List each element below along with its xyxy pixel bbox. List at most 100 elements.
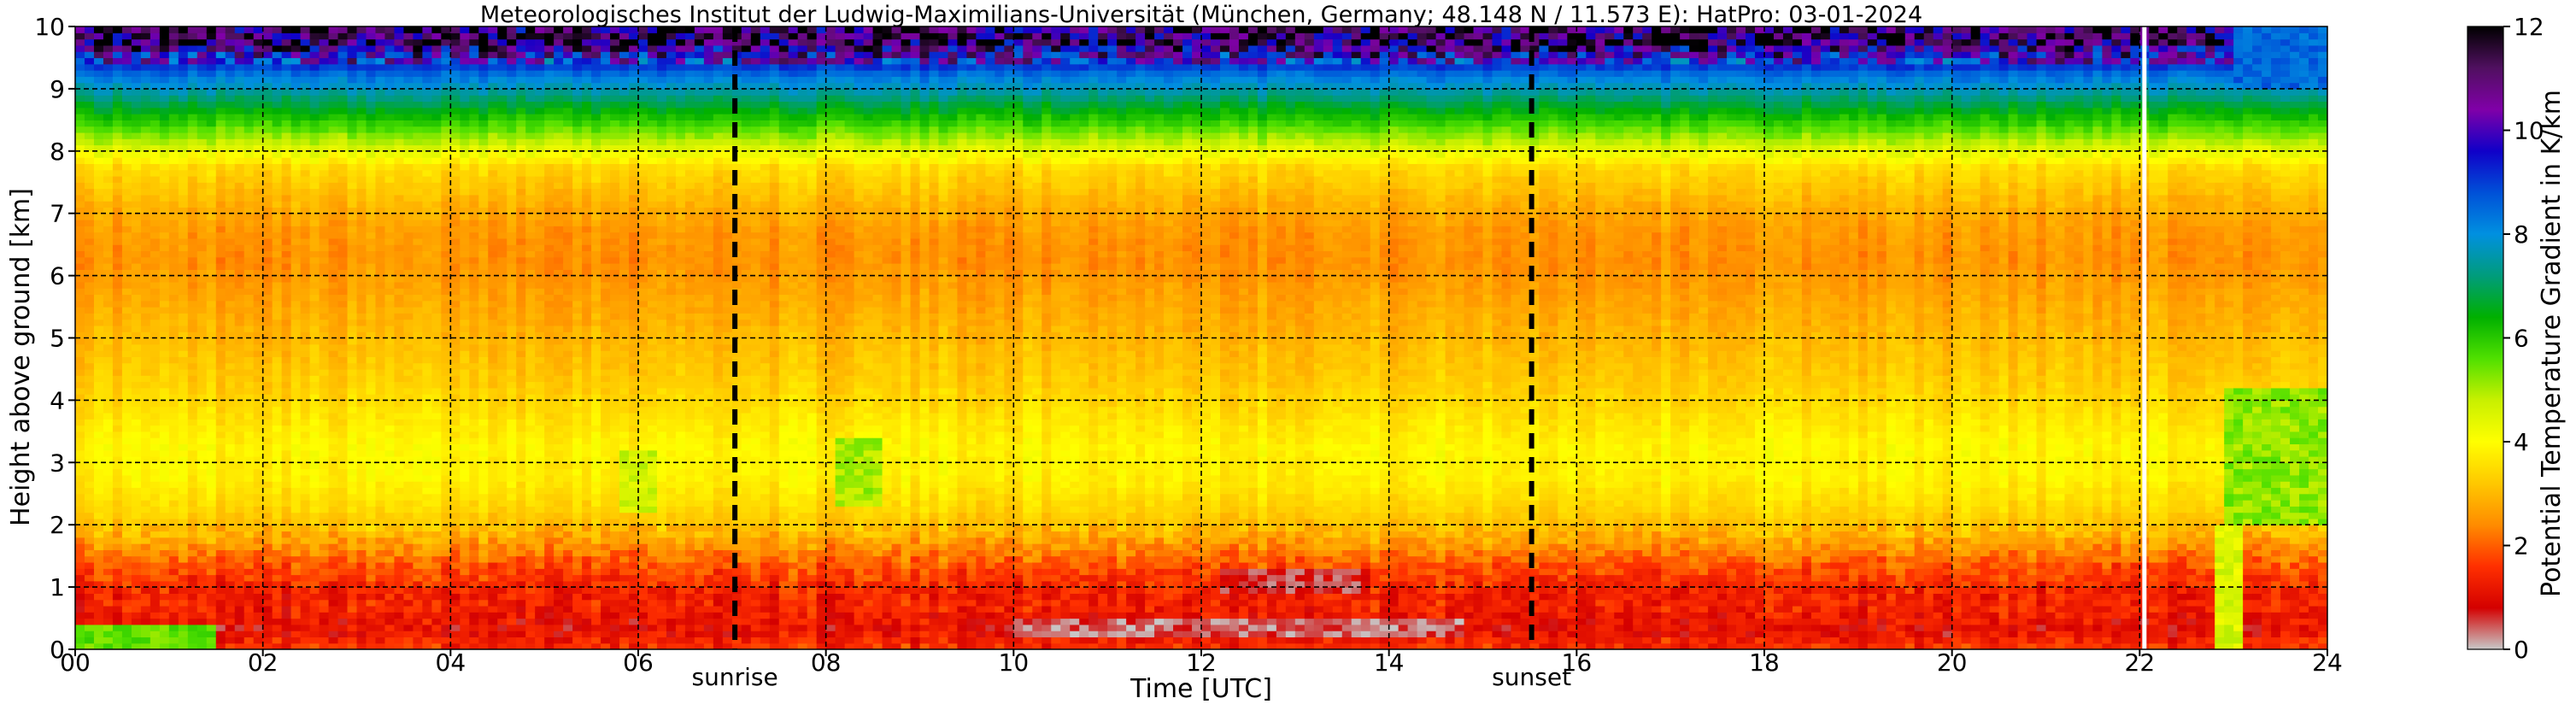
heatmap-cell <box>253 481 264 489</box>
heatmap-cell <box>168 462 179 470</box>
heatmap-cell <box>272 350 283 357</box>
heatmap-cell <box>187 188 198 196</box>
heatmap-cell <box>206 419 217 426</box>
heatmap-cell <box>337 150 349 158</box>
heatmap-cell <box>309 101 320 109</box>
heatmap-cell <box>460 481 470 489</box>
heatmap-cell <box>272 319 283 326</box>
heatmap-cell <box>535 419 545 426</box>
heatmap-cell <box>93 294 104 302</box>
heatmap-cell <box>394 456 405 463</box>
heatmap-cell <box>215 70 226 77</box>
heatmap-cell <box>431 593 442 601</box>
heatmap-cell <box>356 101 367 109</box>
heatmap-cell <box>75 307 85 314</box>
heatmap-cell <box>516 574 526 582</box>
heatmap-cell <box>525 275 536 283</box>
heatmap-cell <box>140 487 151 495</box>
heatmap-cell <box>272 525 283 532</box>
heatmap-cell <box>168 132 179 139</box>
heatmap-cell <box>450 313 461 320</box>
heatmap-cell <box>460 163 470 171</box>
heatmap-cell <box>356 555 367 563</box>
heatmap-cell <box>460 244 470 252</box>
heatmap-cell <box>168 500 179 507</box>
heatmap-cell <box>187 244 198 252</box>
heatmap-cell <box>178 568 189 576</box>
heatmap-cell <box>422 331 432 339</box>
heatmap-cell <box>497 568 508 576</box>
heatmap-cell <box>525 368 536 376</box>
heatmap-cell <box>103 456 114 463</box>
heatmap-cell <box>337 319 349 326</box>
heatmap-cell <box>262 637 273 644</box>
heatmap-cell <box>290 624 302 631</box>
heatmap-cell <box>178 325 189 332</box>
heatmap-cell <box>253 593 264 601</box>
heatmap-cell <box>403 419 414 426</box>
heatmap-cell <box>197 188 208 196</box>
heatmap-cell <box>488 574 498 582</box>
heatmap-cell <box>356 574 367 582</box>
heatmap-cell <box>403 101 414 109</box>
heatmap-cell <box>150 605 161 613</box>
heatmap-cell <box>84 631 95 638</box>
heatmap-cell <box>375 549 386 557</box>
heatmap-cell <box>225 51 236 59</box>
heatmap-cell <box>197 26 208 33</box>
heatmap-cell <box>525 26 536 33</box>
heatmap-cell <box>290 307 302 314</box>
heatmap-cell <box>488 456 498 463</box>
heatmap-cell <box>328 275 339 283</box>
heatmap-cell <box>431 518 442 525</box>
heatmap-cell <box>84 138 95 146</box>
heatmap-cell <box>375 232 386 239</box>
heatmap-cell <box>140 456 151 463</box>
heatmap-cell <box>206 612 217 619</box>
heatmap-cell <box>309 95 320 103</box>
heatmap-cell <box>159 587 170 594</box>
heatmap-cell <box>337 624 349 631</box>
heatmap-cell <box>497 207 508 214</box>
heatmap-cell <box>516 599 526 607</box>
heatmap-cell <box>469 468 479 476</box>
heatmap-cell <box>535 561 545 569</box>
heatmap-cell <box>516 525 526 532</box>
heatmap-cell <box>507 549 517 557</box>
heatmap-cell <box>93 269 104 277</box>
heatmap-cell <box>150 70 161 77</box>
heatmap-cell <box>422 500 432 507</box>
heatmap-cell <box>516 343 526 351</box>
heatmap-cell <box>507 642 517 649</box>
heatmap-cell <box>441 250 451 258</box>
heatmap-cell <box>272 612 283 619</box>
heatmap-cell <box>150 201 161 208</box>
heatmap-cell <box>281 182 292 190</box>
heatmap-cell <box>253 512 264 519</box>
heatmap-cell <box>394 256 405 264</box>
heatmap-cell <box>356 568 367 576</box>
heatmap-cell <box>535 319 545 326</box>
heatmap-cell <box>403 70 414 77</box>
heatmap-cell <box>403 462 414 470</box>
heatmap-cell <box>460 537 470 544</box>
heatmap-cell <box>197 642 208 649</box>
heatmap-cell <box>253 555 264 563</box>
heatmap-cell <box>244 599 255 607</box>
heatmap-cell <box>319 362 330 370</box>
heatmap-cell <box>309 356 320 364</box>
heatmap-cell <box>159 95 170 103</box>
heatmap-cell <box>384 474 396 482</box>
heatmap-cell <box>478 543 489 550</box>
heatmap-cell <box>262 120 273 127</box>
heatmap-cell <box>337 599 349 607</box>
heatmap-cell <box>460 144 470 152</box>
heatmap-cell <box>403 337 414 345</box>
heatmap-cell <box>478 157 489 164</box>
heatmap-cell <box>347 456 358 463</box>
heatmap-cell <box>319 331 330 339</box>
heatmap-cell <box>272 631 283 638</box>
heatmap-cell <box>516 70 526 77</box>
heatmap-cell <box>121 157 132 164</box>
heatmap-cell <box>150 512 161 519</box>
